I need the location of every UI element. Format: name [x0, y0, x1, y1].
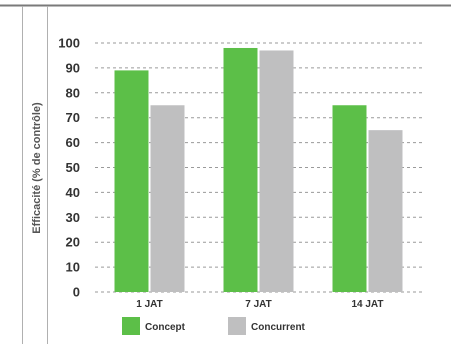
x-tick-labels: 1 JAT 7 JAT 14 JAT: [136, 299, 383, 310]
y-tick-label: 40: [66, 185, 80, 200]
bar-concept-0: [114, 70, 149, 292]
legend-swatch-concept: [122, 317, 140, 335]
y-tick-label: 50: [66, 160, 80, 175]
y-tick-label: 0: [73, 285, 80, 300]
legend-label-concurrent: Concurrent: [251, 322, 306, 333]
y-tick-label: 70: [66, 110, 80, 125]
y-tick-label: 10: [66, 260, 80, 275]
y-tick-label: 20: [66, 235, 80, 250]
y-tick-label: 30: [66, 210, 80, 225]
x-tick-label: 14 JAT: [351, 299, 383, 310]
y-tick-label: 60: [66, 135, 80, 150]
y-tick-label: 90: [66, 60, 80, 75]
legend-swatch-concurrent: [228, 317, 246, 335]
bar-concurrent-2: [368, 130, 403, 292]
bar-concept-1: [223, 47, 258, 293]
bars: [114, 47, 403, 293]
y-tick-labels: 0 10 20 30 40 50 60 70 80 90 100: [58, 36, 80, 300]
legend: Concept Concurrent: [122, 317, 306, 335]
x-tick-label: 1 JAT: [136, 299, 163, 310]
bar-concurrent-0: [150, 105, 185, 292]
gridlines: [95, 42, 422, 293]
bar-concept-2: [332, 105, 367, 292]
x-tick-label: 7 JAT: [245, 299, 272, 310]
legend-label-concept: Concept: [145, 322, 186, 333]
y-axis-label: Efficacité (% de contrôle): [31, 102, 43, 234]
bar-concurrent-1: [259, 50, 294, 292]
y-tick-label: 80: [66, 85, 80, 100]
y-tick-label: 100: [58, 36, 80, 51]
